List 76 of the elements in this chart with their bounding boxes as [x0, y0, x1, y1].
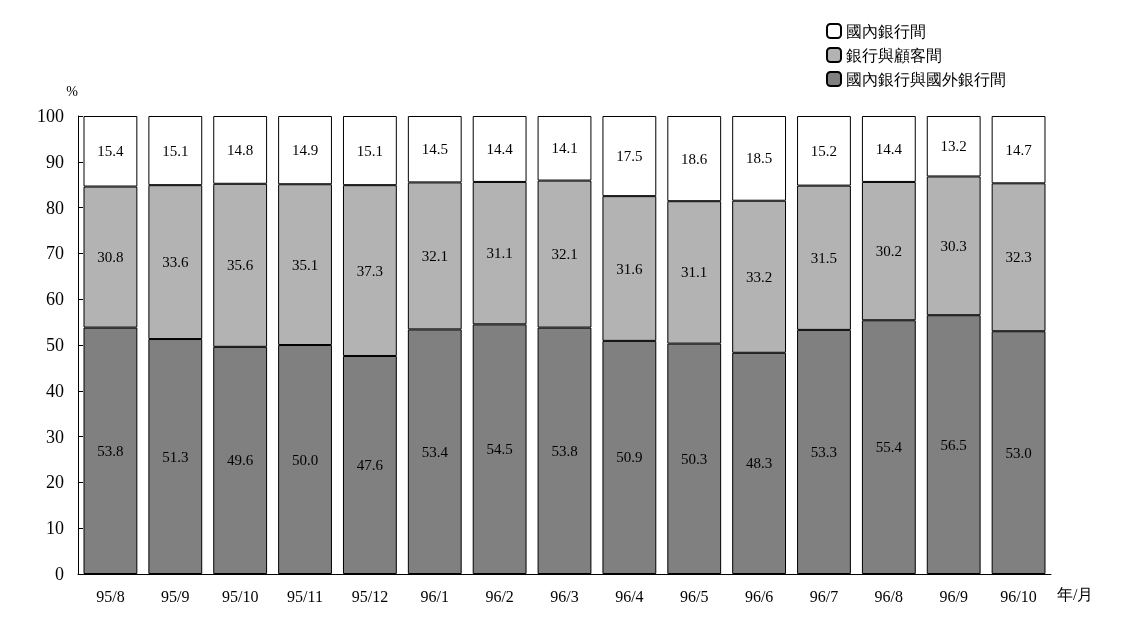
data-label: 33.2: [745, 268, 773, 285]
data-label: 31.1: [681, 264, 708, 281]
data-label: 32.1: [551, 246, 578, 263]
data-label: 13.2: [940, 138, 967, 155]
legend-label: 國內銀行與國外銀行間: [846, 70, 1006, 88]
x-tick-label: 95/8: [96, 587, 125, 605]
x-tick-label: 96/9: [939, 587, 968, 605]
x-tick-label: 95/9: [161, 587, 190, 605]
x-tick-label: 96/6: [744, 587, 774, 605]
data-label: 31.1: [486, 245, 513, 262]
x-tick-label: 96/10: [1000, 587, 1037, 605]
x-tick-label: 96/4: [615, 587, 644, 605]
y-axis-title: %: [66, 83, 79, 99]
x-tick-label: 95/10: [221, 587, 259, 605]
y-tick-label: 30: [46, 426, 64, 447]
data-label: 53.8: [97, 442, 124, 459]
data-label: 50.9: [616, 449, 643, 466]
data-label: 32.3: [1005, 249, 1032, 266]
legend-label: 國內銀行間: [846, 22, 926, 40]
x-tick-label: 96/1: [420, 587, 449, 605]
data-label: 31.5: [810, 249, 838, 266]
x-tick-label: 96/7: [809, 587, 839, 605]
y-tick-label: 40: [46, 380, 64, 401]
x-tick-label: 95/11: [287, 587, 323, 605]
data-label: 48.3: [745, 455, 773, 472]
y-tick-label: 100: [37, 106, 64, 126]
data-label: 31.6: [616, 260, 643, 277]
data-label: 55.4: [875, 439, 903, 456]
y-tick-label: 70: [46, 243, 64, 264]
data-label: 33.6: [162, 254, 189, 271]
data-label: 35.6: [227, 257, 254, 274]
data-label: 18.6: [681, 150, 708, 167]
data-label: 18.5: [745, 150, 773, 167]
x-tick-label: 96/2: [485, 587, 514, 605]
data-label: 15.4: [97, 143, 125, 160]
legend-label: 銀行與顧客間: [846, 46, 942, 64]
data-label: 50.0: [291, 451, 319, 468]
y-tick-label: 90: [46, 151, 64, 172]
data-label: 14.5: [421, 141, 448, 158]
y-tick-label: 50: [46, 335, 64, 355]
data-label: 37.3: [356, 262, 384, 279]
data-label: 30.8: [97, 249, 124, 266]
data-label: 32.1: [421, 247, 448, 264]
data-label: 14.4: [875, 140, 903, 157]
data-label: 49.6: [227, 452, 254, 469]
y-tick-label: 0: [55, 564, 64, 584]
data-label: 30.2: [875, 243, 902, 260]
data-label: 15.1: [356, 142, 384, 159]
data-label: 15.2: [810, 142, 838, 159]
data-label: 14.7: [1005, 141, 1033, 158]
y-tick-label: 80: [46, 197, 64, 218]
x-tick-label: 96/5: [680, 587, 709, 605]
data-label: 56.5: [940, 436, 967, 453]
data-label: 53.8: [551, 442, 578, 459]
data-label: 14.8: [227, 141, 254, 158]
x-tick-label: 95/12: [351, 587, 389, 605]
data-label: 35.1: [291, 256, 319, 273]
y-tick-label: 60: [46, 289, 64, 310]
data-label: 54.5: [486, 441, 513, 458]
data-label: 53.4: [421, 443, 449, 460]
data-label: 14.9: [291, 142, 319, 159]
data-label: 17.5: [616, 148, 643, 165]
data-label: 51.3: [162, 448, 189, 465]
data-label: 50.3: [681, 450, 708, 467]
data-label: 53.3: [810, 443, 838, 460]
data-label: 30.3: [940, 237, 967, 254]
y-tick-label: 10: [46, 518, 64, 539]
x-tick-label: 96/8: [874, 587, 904, 605]
y-tick-label: 20: [46, 472, 64, 493]
data-label: 15.1: [162, 142, 189, 159]
data-label: 14.4: [486, 140, 514, 157]
x-tick-label: 96/3: [550, 587, 579, 605]
x-axis-title: 年/月: [1057, 585, 1094, 603]
data-label: 47.6: [356, 457, 384, 473]
data-label: 14.1: [551, 140, 578, 157]
data-label: 53.0: [1005, 444, 1032, 461]
